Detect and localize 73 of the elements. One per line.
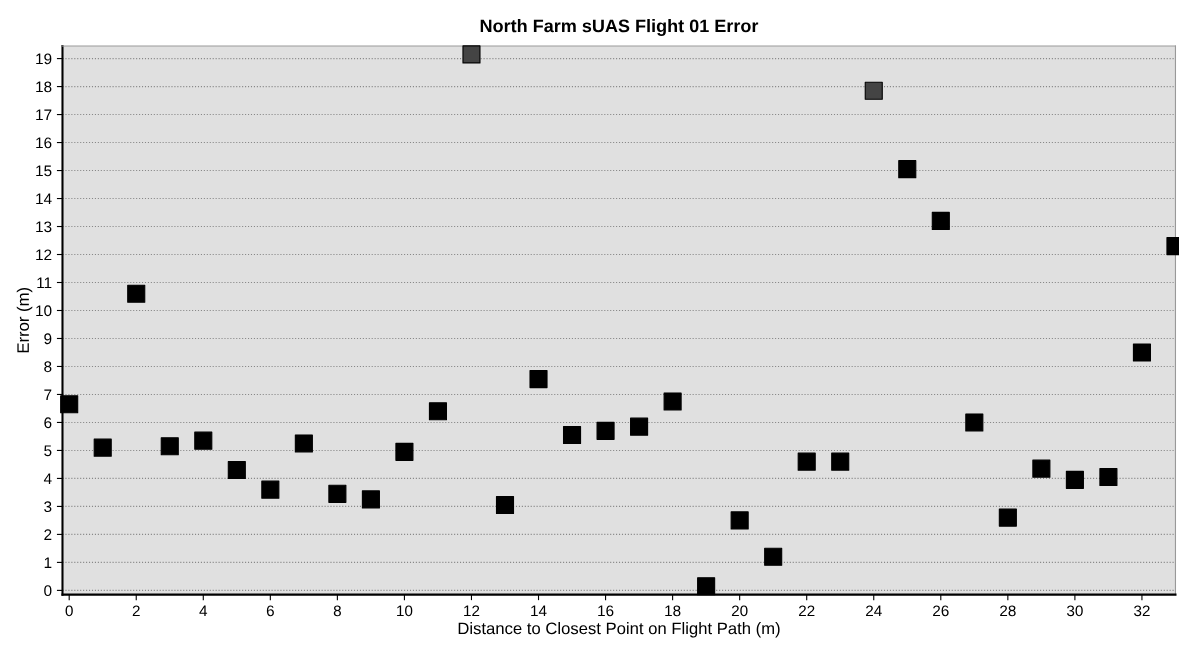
point xyxy=(797,452,816,471)
x-tick-label: 28 xyxy=(1000,605,1016,617)
point xyxy=(965,413,984,432)
point xyxy=(931,211,950,230)
x-tick-label: 26 xyxy=(933,605,949,617)
y-tick-label: 19 xyxy=(36,53,52,65)
point xyxy=(562,425,582,445)
x-tick-label: 24 xyxy=(866,605,882,617)
point xyxy=(663,392,682,411)
x-tick-label: 30 xyxy=(1066,605,1083,617)
point xyxy=(194,431,213,450)
x-tick-label: 2 xyxy=(132,605,140,617)
y-tick-label: 1 xyxy=(44,557,52,568)
x-tick-label: 4 xyxy=(199,605,208,617)
y-tick-label: 17 xyxy=(36,109,52,121)
x-tick-label: 12 xyxy=(464,605,480,617)
point xyxy=(93,438,112,457)
y-tick-label: 5 xyxy=(44,445,52,457)
point xyxy=(227,460,246,480)
point xyxy=(361,490,380,509)
y-tick-label: 16 xyxy=(36,137,52,149)
x-axis-title: Distance to Closest Point on Flight Path (m) xyxy=(458,622,780,638)
x-tick-label: 18 xyxy=(665,605,681,617)
point xyxy=(160,437,179,456)
y-tick-label: 13 xyxy=(36,221,52,233)
x-tick-label: 20 xyxy=(731,605,748,617)
point xyxy=(764,547,783,566)
point xyxy=(395,442,414,461)
y-tick-label: 12 xyxy=(36,249,52,261)
y-tick-label: 18 xyxy=(36,81,52,93)
x-tick-label: 32 xyxy=(1134,605,1150,617)
x-tick-label: 8 xyxy=(333,605,341,617)
y-tick-label: 3 xyxy=(44,501,52,513)
point xyxy=(1132,343,1152,362)
point xyxy=(1032,459,1051,478)
point xyxy=(831,452,850,471)
point xyxy=(1065,470,1084,489)
point xyxy=(60,395,79,414)
y-tick-label: 8 xyxy=(44,361,52,373)
point xyxy=(261,480,280,499)
y-axis-title: Error (m) xyxy=(16,287,33,353)
point xyxy=(596,421,615,440)
point xyxy=(495,495,515,515)
x-tick-label: 6 xyxy=(266,605,274,617)
point xyxy=(127,284,146,303)
y-tick-label: 15 xyxy=(36,165,52,177)
point xyxy=(630,417,649,436)
y-tick-label: 10 xyxy=(36,305,52,317)
y-tick-label: 9 xyxy=(44,333,52,345)
x-tick-label: 0 xyxy=(65,605,73,617)
point xyxy=(1099,467,1118,487)
x-tick-label: 14 xyxy=(531,605,547,617)
point xyxy=(294,434,313,453)
x-tick-label: 22 xyxy=(798,605,815,617)
point xyxy=(428,402,448,421)
y-tick-label: 0 xyxy=(44,585,52,597)
point xyxy=(898,160,917,179)
y-tick-label: 4 xyxy=(43,473,52,484)
y-tick-label: 14 xyxy=(36,193,52,205)
x-tick-label: 16 xyxy=(598,605,614,617)
y-tick-label: 2 xyxy=(44,529,52,540)
point xyxy=(529,370,548,389)
chart-title: North Farm sUAS Flight 01 Error xyxy=(480,19,759,36)
x-tick-label: 10 xyxy=(397,605,413,617)
point xyxy=(697,577,716,596)
y-tick-label: 7 xyxy=(44,389,52,400)
point xyxy=(730,511,749,530)
point xyxy=(328,484,347,503)
y-tick-label: 6 xyxy=(44,417,52,429)
point xyxy=(998,508,1017,527)
y-tick-label: 11 xyxy=(37,277,52,289)
point xyxy=(462,45,481,64)
point xyxy=(864,81,883,100)
